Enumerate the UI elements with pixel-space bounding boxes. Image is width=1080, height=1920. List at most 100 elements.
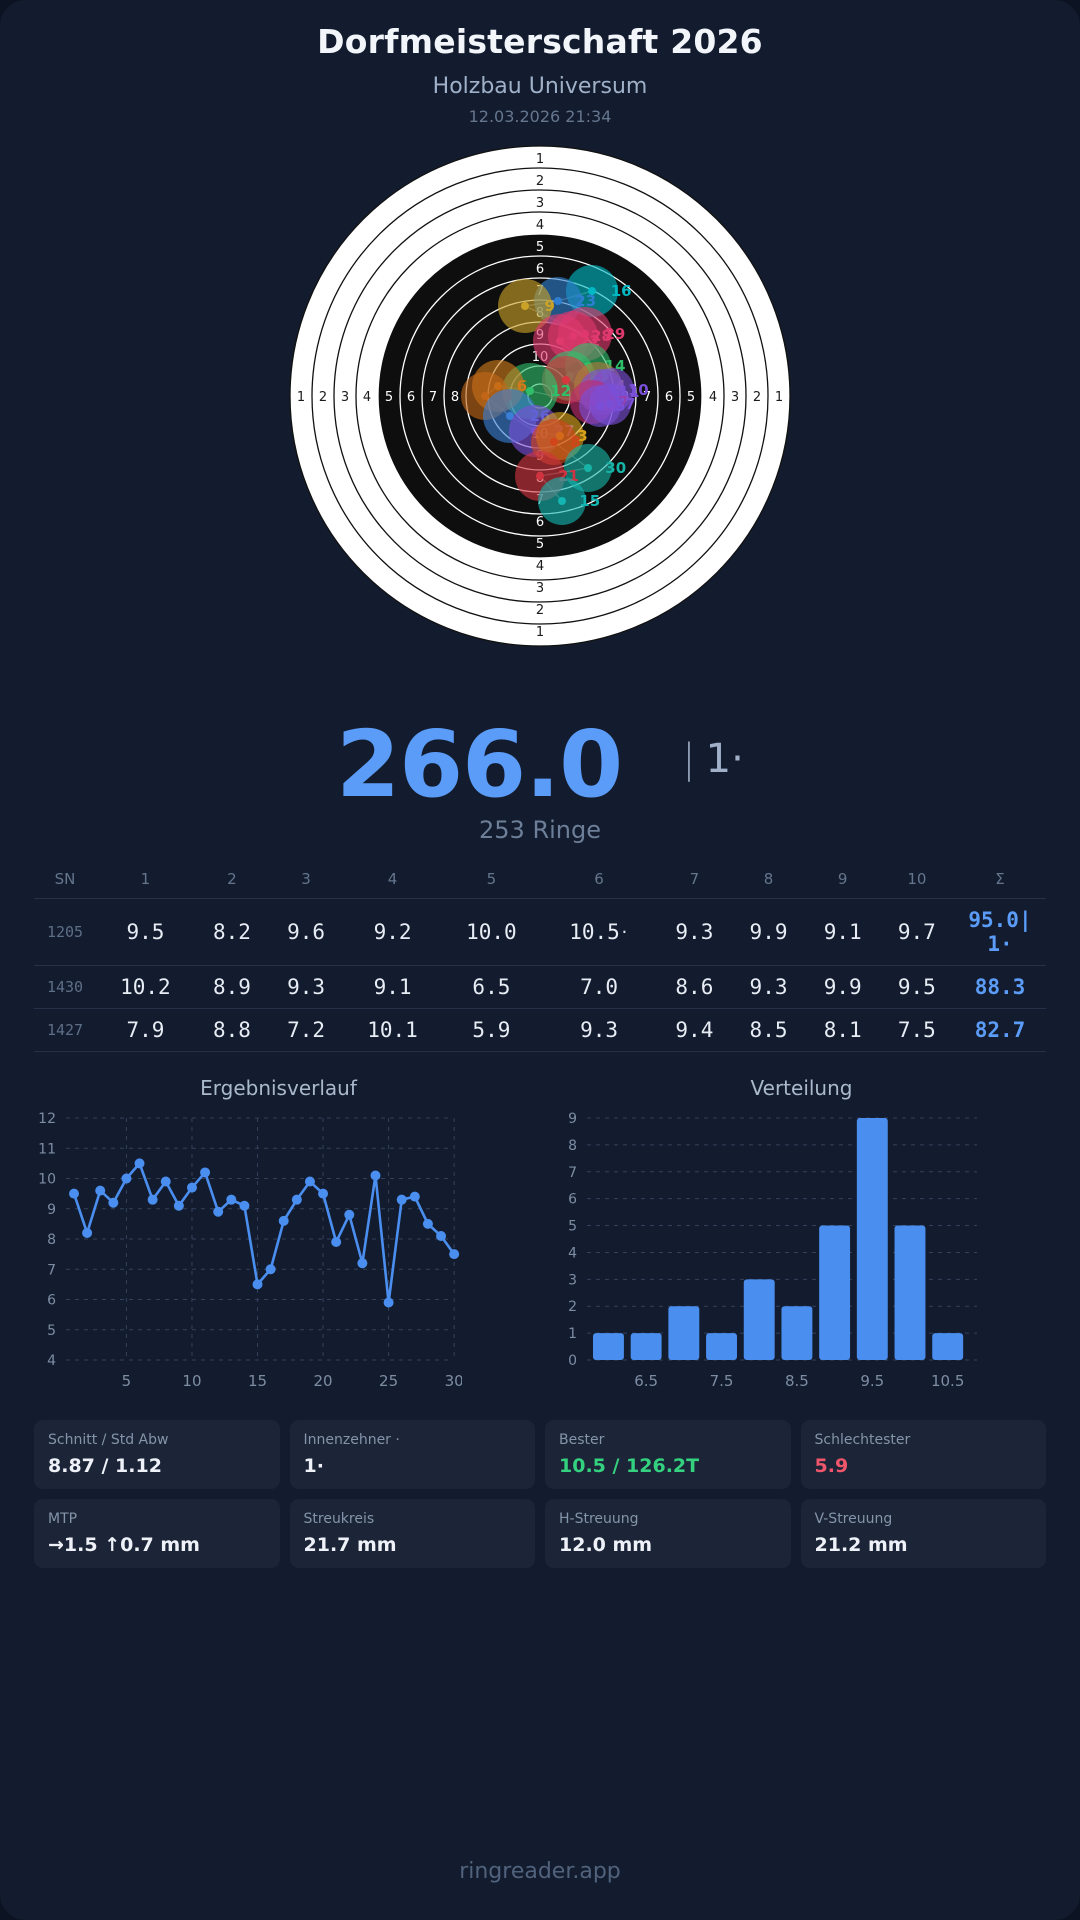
svg-text:5: 5 — [615, 397, 625, 415]
svg-text:8: 8 — [571, 433, 581, 451]
svg-text:9.5: 9.5 — [860, 1372, 884, 1390]
shot-value: 9.1 — [823, 919, 862, 944]
svg-text:2: 2 — [568, 1299, 577, 1315]
footer-brand: ringreader.app — [459, 1859, 621, 1884]
svg-text:8.5: 8.5 — [785, 1372, 809, 1390]
stat-value: 1· — [303, 1454, 324, 1477]
table-col-header: SN — [54, 869, 76, 888]
svg-text:6: 6 — [517, 377, 527, 395]
stat-card: Streukreis 21.7 mm — [289, 1498, 535, 1568]
svg-text:7.5: 7.5 — [710, 1372, 734, 1390]
stat-card: V-Streuung 21.2 mm — [800, 1498, 1046, 1568]
rings-total: 253 Ringe — [479, 815, 601, 844]
target-visualization: 1122334455667788991010112233445566778816… — [0, 136, 1080, 676]
svg-text:23: 23 — [575, 292, 596, 310]
shot-value: 6.5 — [472, 974, 511, 999]
score-separator: | — [682, 735, 696, 782]
shot-value: 10.5· — [569, 919, 629, 944]
table-col-header: Σ — [995, 869, 1005, 888]
table-col-header: 3 — [301, 869, 311, 888]
svg-text:20: 20 — [314, 1372, 333, 1390]
table-col-header: 9 — [837, 869, 848, 888]
row-sum: 88.3 — [974, 974, 1026, 999]
shot-value: 8.5 — [749, 1017, 788, 1042]
svg-text:10: 10 — [628, 381, 649, 399]
table-body: 1205 9.5 8.2 9.6 9.2 10.0 10.5· 9.3 9.9 9.1 9.7 95.… — [34, 898, 1046, 1052]
svg-text:28: 28 — [591, 327, 612, 345]
svg-text:2: 2 — [319, 390, 327, 405]
svg-text:4: 4 — [536, 559, 544, 574]
shot-value: 9.5 — [126, 919, 165, 944]
stat-card: Schnitt / Std Abw 8.87 / 1.12 — [34, 1419, 280, 1489]
table-col-header: 1 — [140, 869, 151, 888]
table-row[interactable]: 1427 7.9 8.8 7.2 10.1 5.9 9.3 9.4 8.5 8.1 7.5 82.7 — [34, 1008, 1046, 1052]
shot-value: 10.0 — [466, 919, 517, 944]
svg-text:2: 2 — [536, 174, 544, 189]
svg-text:11: 11 — [38, 1141, 56, 1157]
svg-text:8: 8 — [47, 1232, 56, 1248]
row-series-number: 1205 — [46, 922, 84, 941]
row-series-number: 1427 — [46, 1020, 84, 1039]
score-summary: 266.0 | 1· — [0, 700, 1080, 830]
inner-tens-count: 1· — [705, 735, 744, 782]
svg-text:5: 5 — [536, 240, 544, 255]
svg-text:7: 7 — [643, 390, 651, 405]
table-col-header: 8 — [763, 869, 774, 888]
svg-text:3: 3 — [731, 390, 739, 405]
svg-text:4: 4 — [568, 1245, 577, 1261]
row-sum: 82.7 — [974, 1017, 1026, 1042]
svg-text:5: 5 — [536, 537, 544, 552]
row-sum: 95.0| 1· — [968, 907, 1032, 956]
shot-value: 9.9 — [823, 974, 862, 999]
charts-row: Ergebnisverlauf 4 5 6 7 8 9 10 11 12 5 10 15 20 25 30 … — [22, 1076, 1058, 1398]
shot-value: 7.2 — [287, 1017, 326, 1042]
svg-text:4: 4 — [709, 390, 717, 405]
svg-text:7: 7 — [568, 1164, 577, 1180]
stat-value: 10.5 / 126.2T — [559, 1454, 700, 1477]
svg-text:1: 1 — [536, 152, 544, 167]
shot-value: 7.0 — [580, 974, 619, 999]
svg-text:3: 3 — [341, 390, 349, 405]
svg-text:10: 10 — [182, 1372, 201, 1390]
stat-label: Streukreis — [303, 1510, 375, 1527]
row-inner-tens: | 1· — [987, 907, 1032, 956]
stat-label: Bester — [559, 1431, 605, 1448]
ergebnisverlauf-line-chart: 4 5 6 7 8 9 10 11 12 5 10 15 20 25 30 — [38, 1111, 462, 1390]
table-row[interactable]: 1430 10.2 8.9 9.3 9.1 6.5 7.0 8.6 9.3 9.9 9.5 88.3 — [34, 965, 1046, 1008]
stat-card: Innenzehner · 1· — [289, 1419, 535, 1489]
svg-text:9: 9 — [568, 1111, 577, 1127]
svg-text:6: 6 — [536, 262, 544, 277]
shot-value: 9.5 — [897, 974, 936, 999]
shot-value: 9.2 — [373, 919, 412, 944]
svg-text:5: 5 — [47, 1322, 56, 1338]
table-col-header: 10 — [907, 869, 927, 888]
shot-value: 10.2 — [120, 974, 171, 999]
stat-label: Schlechtester — [814, 1431, 911, 1448]
svg-text:12: 12 — [38, 1111, 56, 1127]
svg-text:25: 25 — [379, 1372, 398, 1390]
table-row[interactable]: 1205 9.5 8.2 9.6 9.2 10.0 10.5· 9.3 9.9 9.1 9.7 95.… — [34, 898, 1046, 965]
svg-text:30: 30 — [445, 1372, 462, 1390]
series-chart-card: Ergebnisverlauf 4 5 6 7 8 9 10 11 12 5 10 15 20 25 30 — [22, 1076, 535, 1398]
stat-label: MTP — [48, 1510, 78, 1527]
svg-text:8: 8 — [568, 1137, 577, 1153]
page-title: Dorfmeisterschaft 2026 — [317, 22, 763, 61]
results-table: SN 1 2 3 4 5 6 7 8 9 10 Σ 1205 9.5 8.2 9.6 9.2 10.0 10.5·… — [34, 866, 1046, 1052]
svg-text:6: 6 — [665, 390, 673, 405]
stat-card: MTP →1.5 ↑0.7 mm — [34, 1498, 280, 1568]
shot-value: 10.1 — [367, 1017, 418, 1042]
stat-value: 5.9 — [814, 1454, 849, 1477]
svg-text:12: 12 — [550, 382, 571, 400]
svg-text:3: 3 — [536, 581, 544, 596]
svg-text:1: 1 — [568, 1326, 577, 1342]
svg-text:2: 2 — [536, 603, 544, 618]
svg-text:3: 3 — [568, 1272, 577, 1288]
distribution-chart-title: Verteilung — [750, 1075, 853, 1100]
svg-text:6: 6 — [568, 1191, 577, 1207]
stat-label: H-Streuung — [559, 1510, 639, 1527]
timestamp: 12.03.2026 21:34 — [468, 106, 612, 126]
shot-value: 8.8 — [212, 1017, 251, 1042]
shot-value: 7.9 — [126, 1017, 165, 1042]
stats-grid: Schnitt / Std Abw 8.87 / 1.12 Innenzehner … — [34, 1419, 1046, 1568]
shot-value: 9.7 — [897, 919, 936, 944]
